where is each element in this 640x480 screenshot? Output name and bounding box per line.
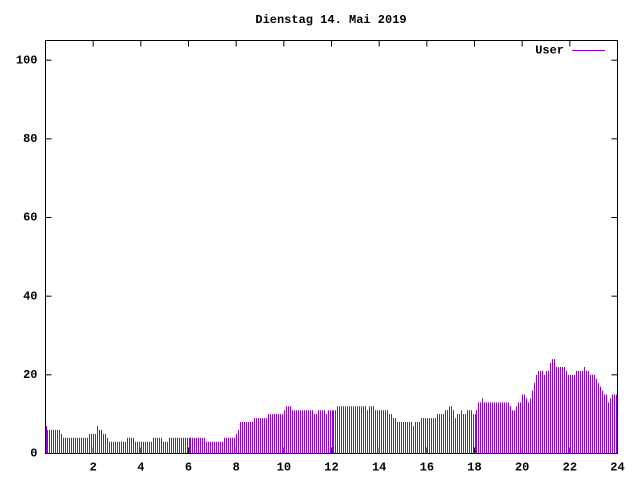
x-tick-label: 22 [563, 461, 577, 475]
x-tick-label: 2 [90, 461, 97, 475]
y-tick-label: 60 [23, 211, 37, 225]
y-tick-label: 100 [16, 53, 38, 67]
x-tick-label: 4 [137, 461, 144, 475]
x-tick-label: 14 [372, 461, 386, 475]
x-tick-label: 12 [324, 461, 338, 475]
x-tick-label: 20 [515, 461, 529, 475]
x-tick-label: 16 [420, 461, 434, 475]
y-tick-label: 40 [23, 289, 37, 303]
y-tick-label: 80 [23, 132, 37, 146]
x-tick-label: 10 [277, 461, 291, 475]
y-tick-label: 0 [30, 447, 37, 461]
legend-label: User [535, 44, 564, 58]
x-tick-label: 18 [467, 461, 481, 475]
y-tick-label: 20 [23, 368, 37, 382]
chart-title: Dienstag 14. Mai 2019 [255, 13, 406, 27]
x-tick-label: 8 [233, 461, 240, 475]
x-tick-label: 6 [185, 461, 192, 475]
x-tick-label: 24 [610, 461, 624, 475]
